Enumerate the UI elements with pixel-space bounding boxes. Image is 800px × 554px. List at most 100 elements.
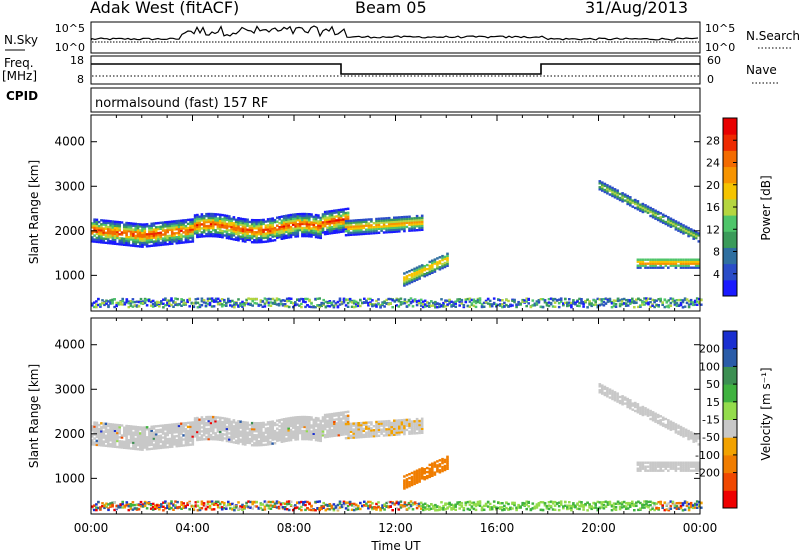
rti-cell xyxy=(302,501,305,504)
rti-cell xyxy=(145,304,149,307)
rti-cell xyxy=(93,508,96,512)
rti-cell xyxy=(428,473,432,477)
rti-cell xyxy=(116,230,119,234)
rti-cell xyxy=(438,463,442,466)
rti-cell xyxy=(400,222,404,225)
rti-cell xyxy=(188,501,191,505)
rti-cell xyxy=(232,419,236,422)
rti-cell xyxy=(107,233,110,237)
rti-cell xyxy=(189,433,192,436)
rti-cell xyxy=(223,214,227,217)
time-series-traces xyxy=(90,25,700,77)
rti-cell xyxy=(232,226,236,229)
rti-cell xyxy=(205,431,208,435)
rti-cell xyxy=(184,227,188,230)
rti-cell xyxy=(125,221,128,225)
rti-cell xyxy=(415,481,419,484)
rti-cell xyxy=(225,507,228,510)
rti-cell xyxy=(91,226,94,229)
rti-cell xyxy=(237,501,240,504)
rti-cell xyxy=(182,302,185,305)
rti-cell xyxy=(260,218,263,222)
rti-cell xyxy=(182,424,185,427)
rti-cell xyxy=(314,416,318,420)
rti-cell xyxy=(328,417,332,420)
rti-cell xyxy=(164,426,167,429)
rti-cell xyxy=(292,305,295,309)
rti-cell xyxy=(321,416,325,419)
rti-cell xyxy=(323,218,327,222)
rti-cell xyxy=(269,219,272,223)
rti-cell xyxy=(393,222,396,225)
rti-cell xyxy=(125,434,128,438)
rti-cell xyxy=(189,232,192,235)
rti-cell xyxy=(93,425,96,428)
rti-cell xyxy=(237,237,240,240)
rti-cell xyxy=(116,228,119,232)
rti-cell xyxy=(276,433,279,436)
rti-cell xyxy=(408,270,411,273)
rti-cell xyxy=(267,301,271,304)
rti-cell xyxy=(186,421,190,425)
rti-cell xyxy=(641,210,645,214)
rti-cell xyxy=(671,297,675,301)
rti-cell xyxy=(166,303,169,306)
rti-cell xyxy=(260,230,263,234)
rti-cell xyxy=(139,233,142,236)
rti-cell xyxy=(298,304,301,307)
rti-cell xyxy=(113,222,117,225)
rti-cell xyxy=(137,503,141,507)
rti-cell xyxy=(209,435,213,439)
rti-cell xyxy=(244,437,247,440)
rti-cell xyxy=(95,305,98,309)
rti-cell xyxy=(342,297,346,300)
rti-cell xyxy=(271,442,274,445)
rti-cell xyxy=(413,426,416,429)
rti-cell xyxy=(488,303,492,306)
rti-cell xyxy=(255,223,258,226)
rti-cell xyxy=(237,221,240,224)
rti-cell xyxy=(606,395,609,398)
rti-cell xyxy=(269,217,272,221)
rti-cell xyxy=(339,208,343,211)
rti-cell xyxy=(314,438,318,442)
rti-cell xyxy=(282,227,286,230)
rti-cell xyxy=(285,305,289,308)
rti-cell xyxy=(684,231,688,234)
rti-cell xyxy=(687,431,690,435)
rti-cell xyxy=(370,218,373,221)
rti-cell xyxy=(282,235,286,238)
rti-cell xyxy=(393,228,396,231)
rti-cell xyxy=(234,220,238,223)
rti-cell xyxy=(166,226,169,230)
rti-cell xyxy=(323,230,327,234)
rti-cell xyxy=(326,220,329,223)
rti-cell xyxy=(310,215,313,218)
rti-cell xyxy=(157,243,160,247)
rti-cell xyxy=(151,299,155,303)
rti-cell xyxy=(319,224,322,228)
rti-cell xyxy=(218,434,222,437)
rti-cell xyxy=(410,268,414,272)
rti-cell xyxy=(321,225,325,228)
rti-cell xyxy=(393,419,396,422)
rti-cell xyxy=(624,299,628,302)
rti-cell xyxy=(629,196,632,199)
rti-cell xyxy=(159,446,163,450)
rti-cell xyxy=(173,435,176,438)
rti-cell xyxy=(166,243,169,246)
rti-cell xyxy=(250,235,254,238)
rti-cell xyxy=(136,239,140,242)
rti-cell xyxy=(161,239,165,242)
rti-cell xyxy=(189,226,192,229)
rti-cell xyxy=(505,298,508,302)
rti-cell xyxy=(415,219,419,222)
rti-cell xyxy=(127,240,131,243)
rti-cell xyxy=(109,242,112,245)
rti-cell xyxy=(131,504,135,507)
rti-cell xyxy=(333,223,336,226)
rti-cell xyxy=(271,432,274,435)
rti-cell xyxy=(326,415,329,418)
rti-cell xyxy=(285,216,288,219)
rti-cell xyxy=(294,504,297,507)
